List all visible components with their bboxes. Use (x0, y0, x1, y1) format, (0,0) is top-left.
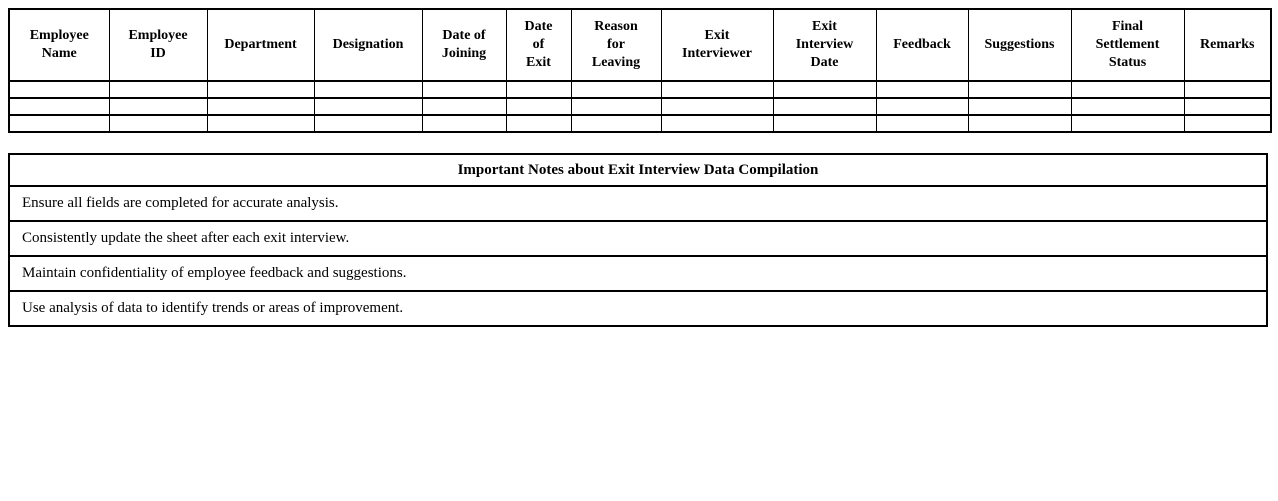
empty-data-row-2 (8, 97, 1272, 116)
empty-cell-suggestions-row1[interactable] (967, 80, 1072, 99)
note-row-1: Ensure all fields are completed for accu… (8, 185, 1268, 222)
empty-cell-department-row2[interactable] (206, 97, 315, 116)
empty-cell-remarks-row2[interactable] (1183, 97, 1272, 116)
empty-cell-designation-row3[interactable] (313, 114, 423, 133)
empty-cell-date-of-joining-row1[interactable] (421, 80, 507, 99)
column-header-final-settlement-status: Final Settlement Status (1070, 8, 1185, 82)
empty-cell-remarks-row1[interactable] (1183, 80, 1272, 99)
note-text: Maintain confidentiality of employee fee… (8, 255, 1268, 292)
empty-cell-date-of-joining-row2[interactable] (421, 97, 507, 116)
note-row-2: Consistently update the sheet after each… (8, 220, 1268, 257)
column-header-date-of-joining: Date of Joining (421, 8, 507, 82)
note-row-3: Maintain confidentiality of employee fee… (8, 255, 1268, 292)
exit-interview-table: Employee Name Employee ID Department Design… (8, 8, 1272, 133)
empty-cell-reason-for-leaving-row2[interactable] (570, 97, 662, 116)
column-header-exit-interviewer: Exit Interviewer (660, 8, 774, 82)
empty-data-row-3 (8, 114, 1272, 133)
notes-table: Important Notes about Exit Interview Dat… (8, 153, 1268, 327)
empty-cell-employee-name-row3[interactable] (8, 114, 110, 133)
column-header-date-of-exit: Date of Exit (505, 8, 572, 82)
empty-cell-employee-id-row2[interactable] (108, 97, 208, 116)
empty-cell-designation-row2[interactable] (313, 97, 423, 116)
notes-title: Important Notes about Exit Interview Dat… (8, 153, 1268, 187)
empty-cell-final-settlement-status-row3[interactable] (1070, 114, 1185, 133)
empty-cell-exit-interviewer-row2[interactable] (660, 97, 774, 116)
exit-table-header-row: Employee Name Employee ID Department Design… (8, 8, 1272, 82)
empty-cell-final-settlement-status-row2[interactable] (1070, 97, 1185, 116)
column-header-department: Department (206, 8, 315, 82)
column-header-employee-name: Employee Name (8, 8, 110, 82)
empty-cell-remarks-row3[interactable] (1183, 114, 1272, 133)
column-header-exit-interview-date: Exit Interview Date (772, 8, 877, 82)
note-text: Ensure all fields are completed for accu… (8, 185, 1268, 222)
empty-data-row-1 (8, 80, 1272, 99)
notes-title-row: Important Notes about Exit Interview Dat… (8, 153, 1268, 187)
empty-cell-date-of-exit-row1[interactable] (505, 80, 572, 99)
empty-cell-final-settlement-status-row1[interactable] (1070, 80, 1185, 99)
empty-cell-employee-id-row1[interactable] (108, 80, 208, 99)
document-page: Employee Name Employee ID Department Design… (8, 8, 1272, 327)
empty-cell-feedback-row1[interactable] (875, 80, 969, 99)
note-text: Use analysis of data to identify trends … (8, 290, 1268, 327)
column-header-designation: Designation (313, 8, 423, 82)
empty-cell-department-row3[interactable] (206, 114, 315, 133)
column-header-reason-for-leaving: Reason for Leaving (570, 8, 662, 82)
empty-cell-exit-interviewer-row1[interactable] (660, 80, 774, 99)
column-header-feedback: Feedback (875, 8, 969, 82)
empty-cell-designation-row1[interactable] (313, 80, 423, 99)
empty-cell-feedback-row3[interactable] (875, 114, 969, 133)
column-header-suggestions: Suggestions (967, 8, 1072, 82)
column-header-employee-id: Employee ID (108, 8, 208, 82)
empty-cell-exit-interview-date-row1[interactable] (772, 80, 877, 99)
empty-cell-date-of-exit-row3[interactable] (505, 114, 572, 133)
empty-cell-exit-interview-date-row2[interactable] (772, 97, 877, 116)
note-text: Consistently update the sheet after each… (8, 220, 1268, 257)
empty-cell-reason-for-leaving-row1[interactable] (570, 80, 662, 99)
empty-cell-reason-for-leaving-row3[interactable] (570, 114, 662, 133)
empty-cell-suggestions-row3[interactable] (967, 114, 1072, 133)
empty-cell-employee-name-row2[interactable] (8, 97, 110, 116)
empty-cell-exit-interviewer-row3[interactable] (660, 114, 774, 133)
empty-cell-date-of-exit-row2[interactable] (505, 97, 572, 116)
empty-cell-exit-interview-date-row3[interactable] (772, 114, 877, 133)
empty-cell-date-of-joining-row3[interactable] (421, 114, 507, 133)
empty-cell-department-row1[interactable] (206, 80, 315, 99)
empty-cell-feedback-row2[interactable] (875, 97, 969, 116)
empty-cell-employee-name-row1[interactable] (8, 80, 110, 99)
empty-cell-suggestions-row2[interactable] (967, 97, 1072, 116)
note-row-4: Use analysis of data to identify trends … (8, 290, 1268, 327)
empty-cell-employee-id-row3[interactable] (108, 114, 208, 133)
column-header-remarks: Remarks (1183, 8, 1272, 82)
